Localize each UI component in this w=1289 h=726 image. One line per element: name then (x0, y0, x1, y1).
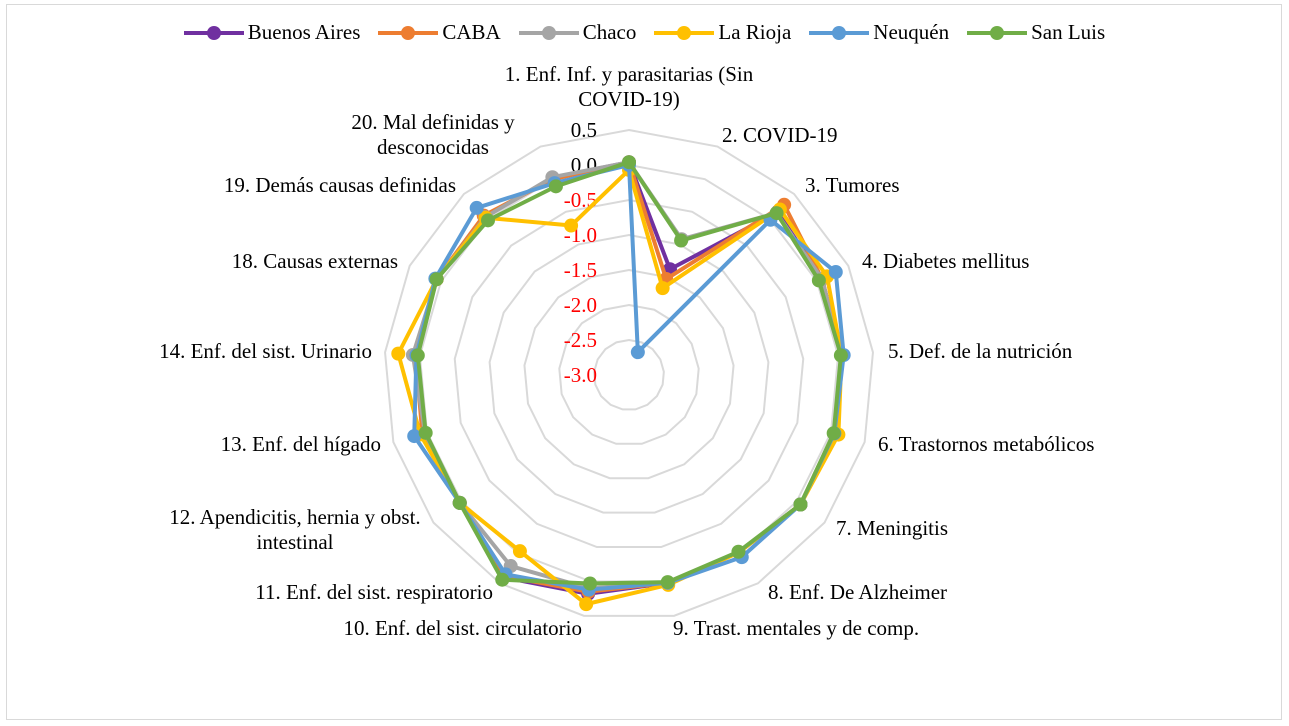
axis-label-14: 14. Enf. del sist. Urinario (159, 339, 372, 363)
data-point (452, 495, 467, 510)
tick-label: -3.0 (564, 363, 597, 387)
tick-label: -2.5 (564, 328, 597, 352)
axis-label-20: 20. Mal definidas y desconocidas (351, 110, 515, 159)
tick-label: 0.5 (571, 118, 597, 142)
axis-label-10: 10. Enf. del sist. circulatorio (343, 616, 582, 640)
legend-item: CABA (378, 20, 501, 45)
axis-label-4: 4. Diabetes mellitus (862, 249, 1030, 273)
data-point (811, 273, 826, 288)
series-line-la-rioja (396, 167, 844, 607)
axis-label-2: 2. COVID-19 (722, 123, 838, 147)
axis-label-7: 7. Meningitis (836, 516, 949, 540)
legend: Buenos Aires CABA Chaco La Rioja Neuquén San … (0, 20, 1289, 45)
data-point (833, 348, 848, 363)
data-point (674, 233, 689, 248)
tick-label: -2.0 (564, 293, 597, 317)
axis-label-19: 19. Demás causas definidas (223, 173, 456, 197)
legend-item: Buenos Aires (183, 20, 361, 45)
axis-label-6: 6. Trastornos metabólicos (878, 432, 1095, 456)
data-point (826, 426, 841, 441)
axis-label-5: 5. Def. de la nutrición (888, 339, 1073, 363)
grid-ring (558, 303, 700, 445)
data-point (660, 575, 675, 590)
legend-marker (518, 25, 579, 40)
data-point (622, 155, 636, 170)
data-point (407, 429, 422, 444)
axis-label-11: 11. Enf. del sist. respiratorio (255, 580, 493, 604)
series-line-san-luis (415, 160, 843, 586)
axis-label-18: 18. Causas externas (231, 249, 398, 273)
data-point (548, 179, 563, 194)
data-point (655, 281, 670, 296)
data-point (469, 200, 484, 215)
legend-label: Chaco (582, 20, 637, 44)
data-point (769, 206, 784, 221)
grid-ring (384, 128, 874, 617)
axis-label-1: 1. Enf. Inf. y parasitarias (Sin COVID-1… (504, 62, 754, 111)
data-point (418, 425, 433, 440)
axis-label-3: 3. Tumores (805, 173, 900, 197)
legend-marker (809, 25, 870, 40)
data-point (583, 576, 598, 591)
legend-item: Chaco (518, 20, 637, 45)
grid-ring (523, 268, 735, 480)
legend-label: San Luis (1031, 20, 1106, 44)
axis-label-8: 8. Enf. De Alzheimer (768, 580, 948, 604)
axis-label-9: 9. Trast. mentales y de comp. (673, 616, 920, 640)
legend-item: Neuquén (809, 20, 949, 45)
legend-item: San Luis (967, 20, 1105, 45)
data-point (630, 345, 645, 360)
legend-label: Buenos Aires (247, 20, 361, 44)
data-point (429, 272, 444, 287)
axis-label-13: 13. Enf. del hígado (220, 432, 381, 456)
data-point (480, 213, 495, 228)
tick-label: -0.5 (564, 188, 597, 212)
chart-frame (6, 4, 1282, 720)
data-point (793, 497, 808, 512)
data-point (731, 544, 746, 559)
data-point (828, 265, 843, 280)
legend-marker (654, 25, 715, 40)
axis-label-12: 12. Apendicitis, hernia y obst. intestin… (169, 505, 421, 554)
tick-label: -1.5 (564, 258, 597, 282)
grid-ring (488, 233, 770, 514)
legend-label: Neuquén (873, 20, 950, 44)
legend-label: La Rioja (718, 20, 792, 44)
data-point (512, 544, 527, 559)
data-point (495, 572, 510, 587)
data-point (391, 346, 406, 361)
data-point (579, 597, 594, 612)
data-point (564, 218, 579, 233)
legend-label: CABA (442, 20, 501, 44)
data-point (410, 348, 425, 363)
grid-ring (453, 198, 805, 549)
legend-marker (183, 25, 244, 40)
legend-marker (378, 25, 439, 40)
legend-item: La Rioja (654, 20, 791, 45)
grid-ring (593, 338, 665, 411)
legend-marker (967, 25, 1028, 40)
series-line-neuquén (412, 163, 846, 592)
